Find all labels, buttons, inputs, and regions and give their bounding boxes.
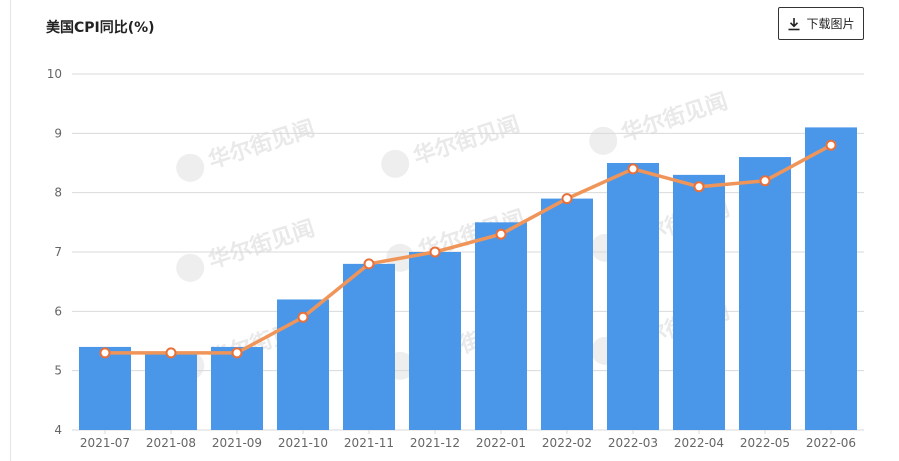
watermark-logo xyxy=(381,149,410,178)
watermark: 华尔街见闻 xyxy=(176,115,318,182)
bar xyxy=(211,346,263,430)
x-tick-label: 2022-05 xyxy=(740,436,790,450)
x-tick-label: 2021-10 xyxy=(278,436,328,450)
watermark-logo xyxy=(176,153,205,182)
y-tick-label: 6 xyxy=(54,304,62,318)
bar-series xyxy=(79,127,857,431)
grid-lines xyxy=(72,73,864,431)
bar xyxy=(739,157,791,431)
bar xyxy=(673,174,725,430)
bar xyxy=(607,163,659,430)
y-tick-label: 4 xyxy=(54,423,62,437)
bar xyxy=(343,263,395,430)
x-tick-label: 2022-06 xyxy=(806,436,856,450)
bar xyxy=(541,198,593,430)
line-point xyxy=(561,193,573,205)
line-point xyxy=(297,311,309,323)
watermark-text: 华尔街见闻 xyxy=(618,88,731,147)
x-axis: 2021-07 2021-08 2021-09 2021-10 2021-11 2021-… xyxy=(80,430,856,450)
watermark: 华尔街见闻 xyxy=(176,215,318,282)
line-path xyxy=(105,143,832,355)
x-tick-label: 2021-08 xyxy=(146,436,196,450)
x-tick-label: 2021-07 xyxy=(80,436,130,450)
chart-container xyxy=(10,0,899,461)
bar xyxy=(475,222,527,430)
y-tick-label: 5 xyxy=(54,364,62,378)
x-tick-label: 2022-01 xyxy=(476,436,526,450)
line-point xyxy=(495,228,507,240)
line-point xyxy=(693,181,705,193)
y-tick-label: 9 xyxy=(54,126,62,140)
line-point xyxy=(627,163,639,175)
bar xyxy=(805,127,857,431)
watermark: 华尔街见闻 xyxy=(381,111,523,178)
line-point xyxy=(759,175,771,187)
watermark-text: 华尔街见闻 xyxy=(205,215,318,274)
watermark-text: 华尔街见闻 xyxy=(410,111,523,170)
line-point xyxy=(363,258,375,270)
y-axis: 4 5 6 7 8 9 10 xyxy=(47,67,62,437)
line-series xyxy=(99,139,837,359)
chart-title: 美国CPI同比(%) xyxy=(46,20,155,36)
line-point xyxy=(165,347,177,359)
x-tick-label: 2022-03 xyxy=(608,436,658,450)
line-point xyxy=(825,139,837,151)
download-image-label: 下载图片 xyxy=(806,17,855,31)
download-icon xyxy=(787,17,801,31)
line-point xyxy=(99,347,111,359)
watermark: 华尔街见闻 xyxy=(589,88,731,155)
x-tick-label: 2021-11 xyxy=(344,436,394,450)
watermark-text: 华尔街见闻 xyxy=(205,115,318,174)
line-point xyxy=(231,347,243,359)
x-tick-label: 2021-09 xyxy=(212,436,262,450)
x-tick-label: 2022-02 xyxy=(542,436,592,450)
watermark-logo xyxy=(589,126,618,155)
x-tick-label: 2022-04 xyxy=(674,436,724,450)
y-tick-label: 8 xyxy=(54,186,62,200)
y-tick-label: 7 xyxy=(54,245,62,259)
line-point xyxy=(429,246,441,258)
bar xyxy=(79,346,131,430)
x-tick-label: 2021-12 xyxy=(410,436,460,450)
bar xyxy=(145,352,197,430)
watermark-logo xyxy=(176,253,205,282)
download-image-button[interactable]: 下载图片 xyxy=(778,7,864,40)
bar xyxy=(409,252,461,430)
y-tick-label: 10 xyxy=(47,67,62,81)
